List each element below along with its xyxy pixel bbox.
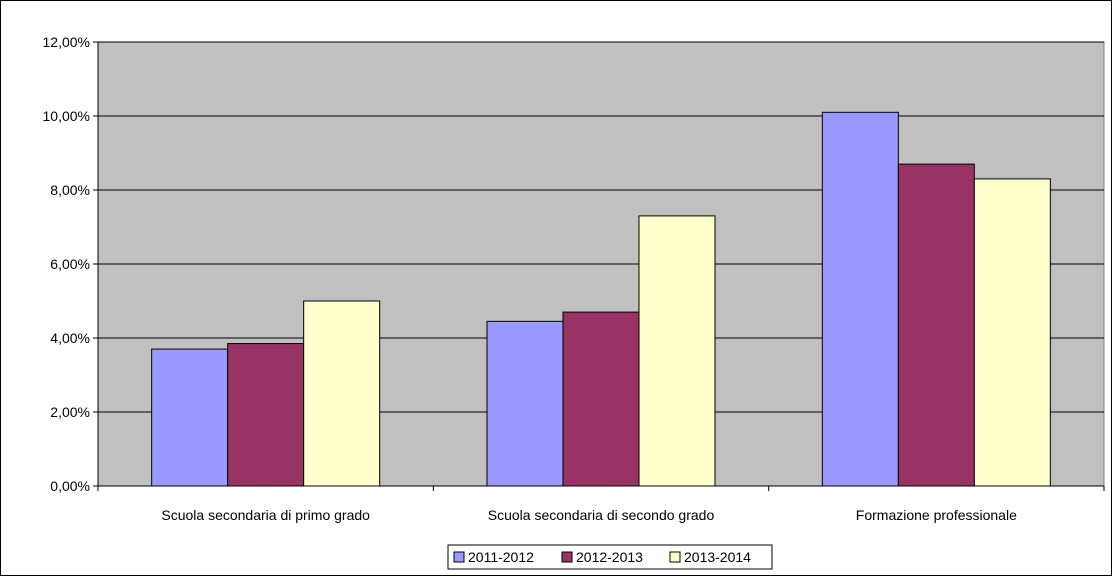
legend-swatch (669, 551, 681, 563)
y-tick-label: 4,00% (50, 330, 90, 346)
legend-swatch (561, 551, 573, 563)
bar-2013-2014-1 (303, 300, 381, 487)
bar-2013-2014-2 (638, 215, 716, 487)
y-tick-label: 2,00% (50, 404, 90, 420)
bar-2013-2014-3 (973, 178, 1051, 487)
legend: 2011-2012 2012-2013 2013-2014 (447, 544, 773, 570)
bars (151, 111, 1051, 487)
x-tick-label: Scuola secondaria di secondo grado (488, 507, 715, 523)
legend-box (447, 544, 773, 570)
bar-2012-2013-1 (227, 343, 305, 487)
y-tick-label: 0,00% (50, 478, 90, 494)
legend-swatch (453, 551, 465, 563)
bar-2011-2012-1 (151, 348, 229, 487)
y-tick-labels: 0,00% 2,00% 4,00% 6,00% 8,00% 10,00% 12,00% (43, 34, 90, 494)
y-tick-label: 10,00% (43, 108, 90, 124)
axes (93, 41, 1105, 491)
legend-label: 2013-2014 (684, 549, 751, 565)
legend-label: 2012-2013 (576, 549, 643, 565)
x-tick-label: Formazione professionale (856, 507, 1017, 523)
bar-2012-2013-3 (897, 163, 975, 487)
y-tick-label: 12,00% (43, 34, 90, 50)
bar-2012-2013-2 (562, 311, 640, 487)
bar-2011-2012-2 (486, 320, 564, 487)
x-tick-labels: Scuola secondaria di primo grado Scuola s… (161, 507, 1017, 523)
legend-label: 2011-2012 (468, 549, 534, 565)
y-tick-label: 8,00% (50, 182, 90, 198)
x-tick-label: Scuola secondaria di primo grado (161, 507, 370, 523)
bar-2011-2012-3 (821, 111, 899, 487)
y-tick-label: 6,00% (50, 256, 90, 272)
